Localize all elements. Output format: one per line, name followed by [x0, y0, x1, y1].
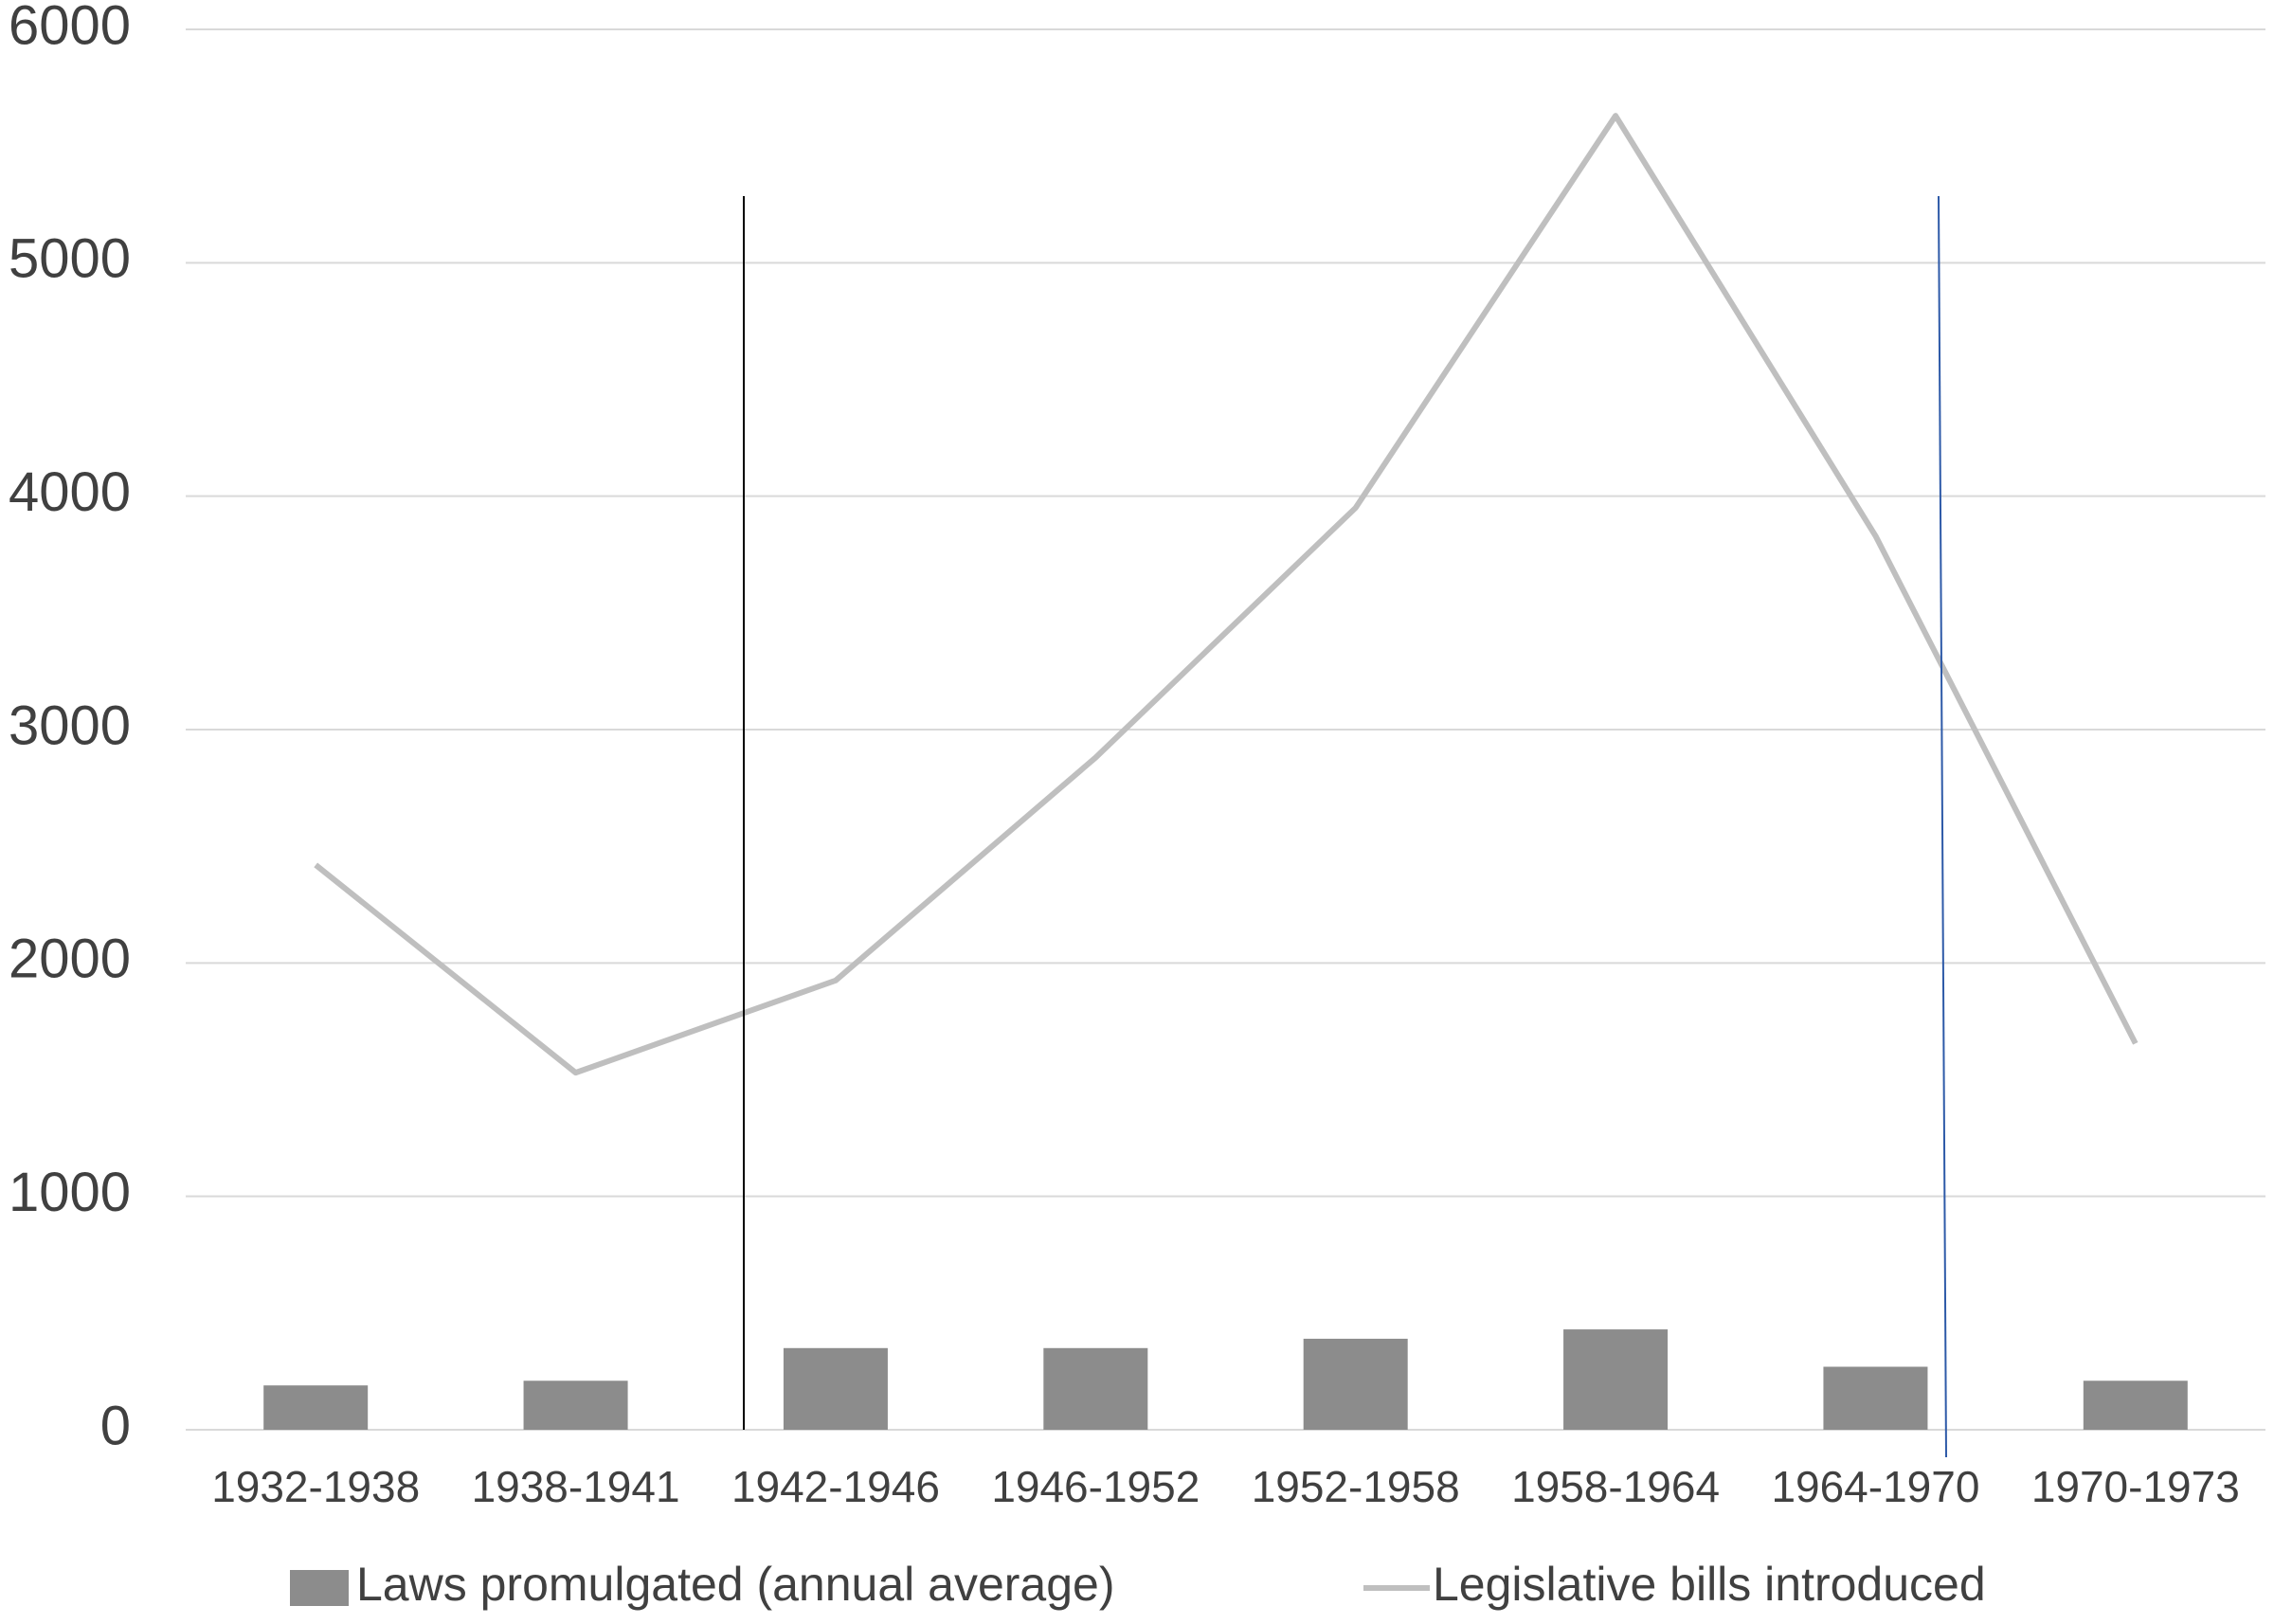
x-tick-label: 1952-1958: [1252, 1462, 1460, 1511]
labels: 0 1000 2000 3000 4000 5000 6000 1932-1938 1938-1…: [9, 0, 2240, 1611]
legend-label: Legislative bills introduced: [1433, 1558, 1986, 1611]
line: [314, 113, 2139, 1076]
y-tick-label: 5000: [9, 228, 131, 290]
bar: [263, 1385, 369, 1430]
x-tick-label: 1970-1973: [2031, 1462, 2240, 1511]
x-tick-label: 1946-1952: [991, 1462, 1200, 1511]
divider-line: [1938, 195, 1947, 1458]
legend-label: Laws promulgated (annual average): [356, 1558, 1115, 1611]
y-tick-label: 4000: [9, 461, 131, 523]
x-tick-label: 1932-1938: [211, 1462, 420, 1511]
x-tick-label: 1964-1970: [1771, 1462, 1979, 1511]
bar: [1043, 1347, 1148, 1430]
bar: [2083, 1380, 2188, 1430]
y-tick-label: 6000: [9, 0, 131, 56]
legend-swatch: [290, 1570, 349, 1606]
bar: [1303, 1338, 1408, 1430]
bar: [783, 1347, 888, 1430]
y-tick-label: 3000: [9, 695, 131, 756]
y-tick-label: 1000: [9, 1162, 131, 1223]
bar: [523, 1380, 628, 1430]
x-tick-label: 1958-1964: [1511, 1462, 1720, 1511]
bar: [1563, 1329, 1669, 1430]
grid: [186, 28, 2265, 1431]
bar: [1823, 1366, 1928, 1430]
x-tick-label: 1938-1941: [472, 1462, 680, 1511]
marks: [263, 113, 2188, 1430]
y-tick-label: 2000: [9, 929, 131, 990]
x-tick-label: 1942-1946: [731, 1462, 940, 1511]
y-tick-label: 0: [100, 1395, 131, 1456]
